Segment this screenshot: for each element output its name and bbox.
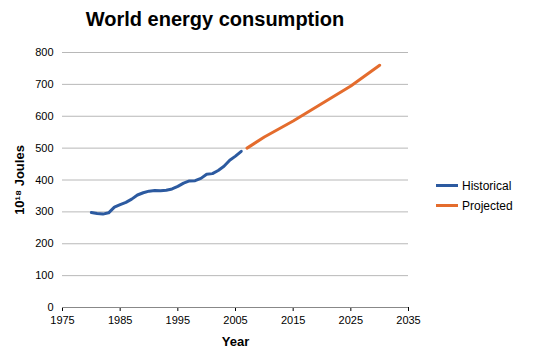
svg-text:1995: 1995 <box>166 314 190 326</box>
svg-text:600: 600 <box>35 110 53 122</box>
svg-text:1975: 1975 <box>50 314 74 326</box>
svg-text:2005: 2005 <box>223 314 247 326</box>
html-text:Projected: Projected <box>462 198 513 213</box>
svg-text:500: 500 <box>35 142 53 154</box>
svg-text:800: 800 <box>35 46 53 58</box>
svg-text:2035: 2035 <box>396 314 420 326</box>
svg-text:400: 400 <box>35 174 53 186</box>
html-text:Historical: Historical <box>462 178 512 193</box>
svg-text:Year: Year <box>222 334 249 349</box>
svg-text:10¹⁸ Joules: 10¹⁸ Joules <box>12 145 27 215</box>
svg-text:200: 200 <box>35 237 53 249</box>
svg-text:1985: 1985 <box>108 314 132 326</box>
svg-text:700: 700 <box>35 78 53 90</box>
svg-text:100: 100 <box>35 269 53 281</box>
svg-text:0: 0 <box>47 301 53 313</box>
svg-text:300: 300 <box>35 205 53 217</box>
html-text:World energy consumption: World energy consumption <box>85 8 345 30</box>
svg-text:2015: 2015 <box>281 314 305 326</box>
svg-text:2025: 2025 <box>339 314 363 326</box>
